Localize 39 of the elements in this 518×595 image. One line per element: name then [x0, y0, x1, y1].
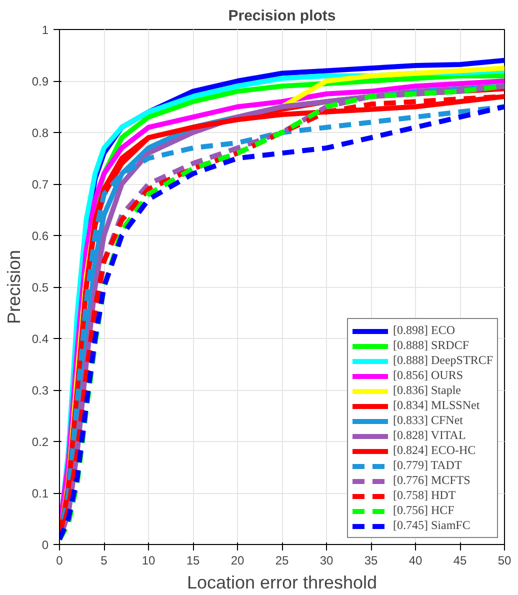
legend-label: [0.836] Staple: [393, 383, 461, 398]
legend-label: [0.756] HCF: [393, 503, 454, 518]
y-tick-label: 0.3: [32, 384, 49, 398]
y-tick-label: 0.5: [32, 280, 49, 294]
y-tick-label: 0.8: [32, 126, 49, 140]
x-tick-label: 25: [275, 554, 289, 568]
legend-label: [0.834] MLSSNet: [393, 398, 480, 413]
x-tick-label: 50: [498, 554, 512, 568]
x-tick-label: 20: [230, 554, 244, 568]
legend-label: [0.856] OURS: [393, 368, 464, 383]
legend-label: [0.779] TADT: [393, 458, 462, 473]
x-tick-label: 10: [142, 554, 156, 568]
x-tick-label: 30: [320, 554, 334, 568]
y-tick-label: 1: [42, 23, 49, 37]
chart-title: Precision plots: [228, 8, 336, 24]
x-axis-title: Location error threshold: [186, 572, 378, 592]
y-tick-label: 0.4: [32, 332, 49, 346]
y-tick-label: 0.6: [32, 229, 49, 243]
y-axis-title: Precision: [4, 250, 24, 324]
legend-label: [0.898] ECO: [393, 323, 455, 338]
legend-label: [0.888] SRDCF: [393, 338, 470, 353]
y-tick-label: 0.1: [32, 486, 49, 500]
x-tick-label: 35: [364, 554, 378, 568]
x-tick-label: 40: [408, 554, 422, 568]
legend-label: [0.745] SiamFC: [393, 518, 470, 533]
y-tick-label: 0: [42, 538, 49, 552]
legend-label: [0.828] VITAL: [393, 428, 466, 443]
legend-label: [0.824] ECO-HC: [393, 443, 476, 458]
legend-label: [0.776] MCFTS: [393, 473, 470, 488]
legend-label: [0.888] DeepSTRCF: [393, 353, 493, 368]
x-tick-label: 5: [100, 554, 108, 568]
legend-label: [0.758] HDT: [393, 488, 456, 503]
y-tick-label: 0.2: [32, 435, 49, 449]
x-tick-label: 15: [186, 554, 200, 568]
x-tick-label: 45: [453, 554, 467, 568]
y-tick-label: 0.9: [32, 74, 49, 88]
x-tick-label: 0: [56, 554, 64, 568]
legend-label: [0.833] CFNet: [393, 413, 463, 428]
y-tick-label: 0.7: [32, 178, 49, 192]
